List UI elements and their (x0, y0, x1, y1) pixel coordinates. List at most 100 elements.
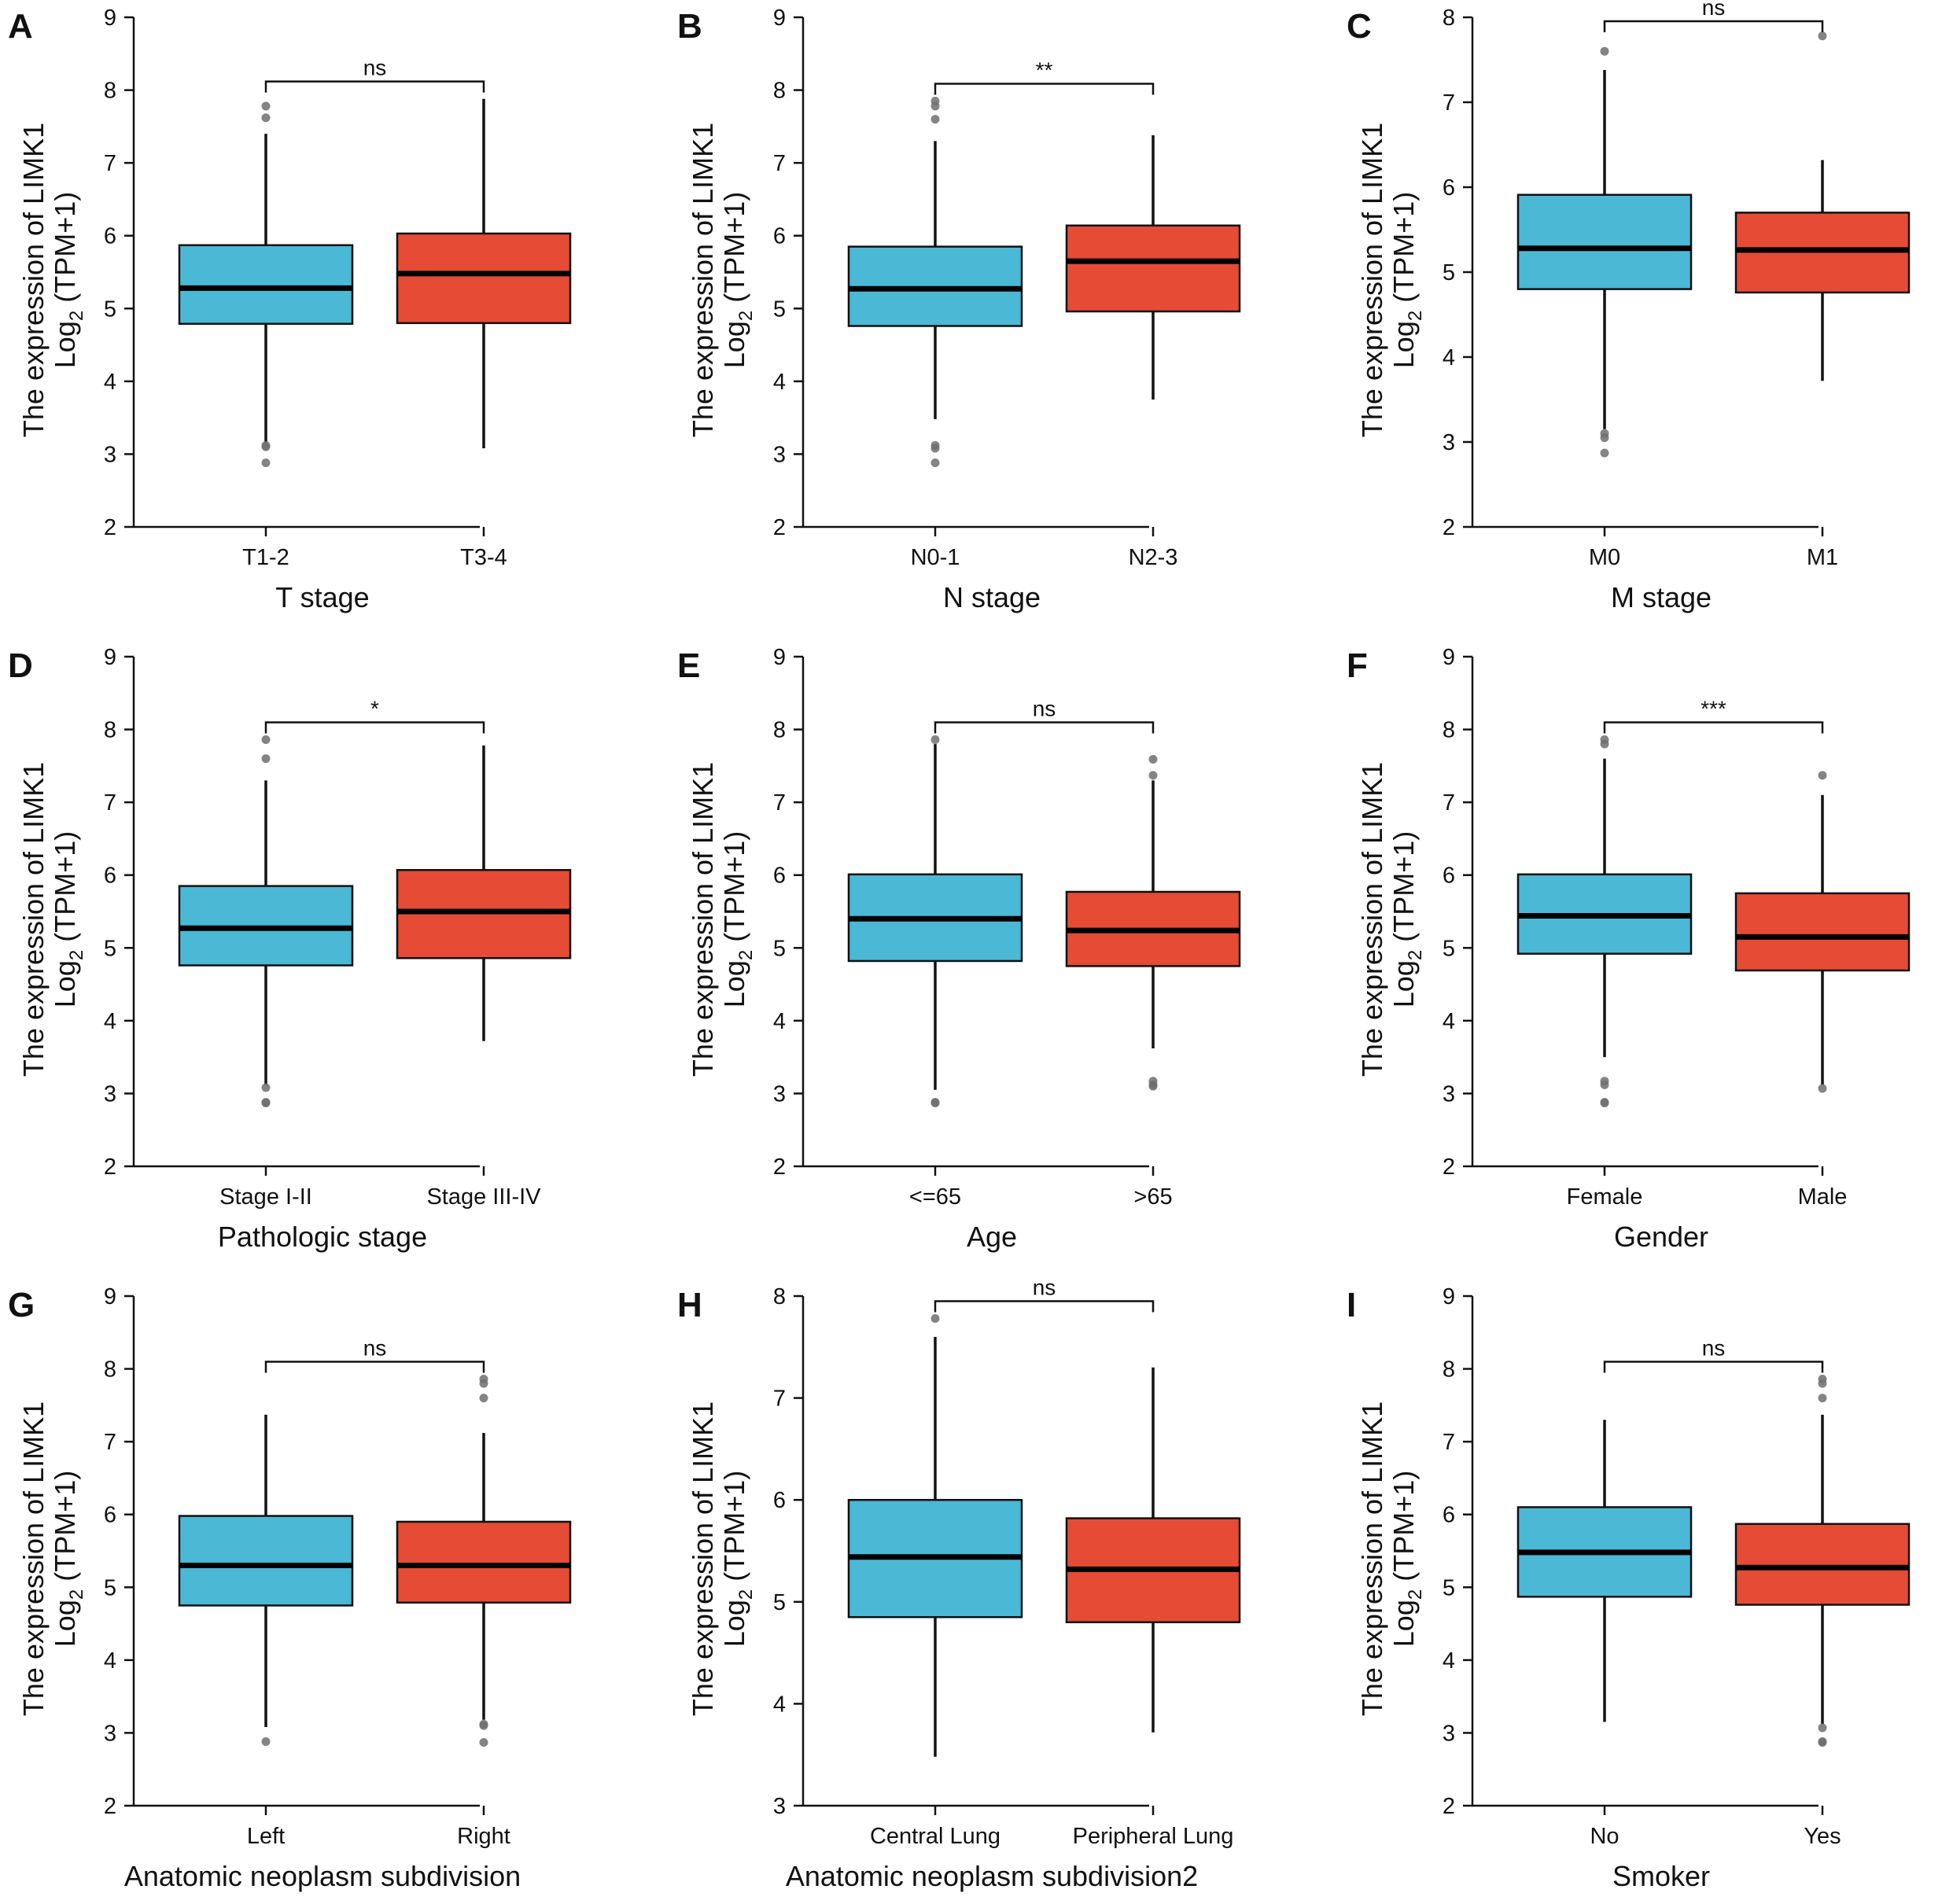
significance-bracket (1603, 1361, 1824, 1373)
y-tick-label: 9 (773, 6, 786, 31)
outlier-point (1600, 46, 1609, 56)
significance-bracket (934, 83, 1155, 95)
panel-letter: C (1347, 7, 1372, 46)
y-tick-label: 8 (1443, 1357, 1455, 1383)
y-tick-label: 4 (104, 1009, 116, 1034)
y-tick-label: 7 (1443, 1430, 1455, 1455)
outlier-point (1818, 1737, 1827, 1747)
box (1065, 224, 1241, 313)
y-tick-label: 7 (1443, 790, 1455, 816)
x-axis-title: Gender (1614, 1221, 1708, 1253)
y-axis-label: The expression of LIMK1 (17, 1401, 50, 1716)
x-tick-label: Male (1798, 1184, 1848, 1210)
significance-bracket (1603, 721, 1824, 734)
outlier-point (1148, 755, 1158, 764)
y-tick-label: 7 (773, 1387, 786, 1412)
y-tick-label: 5 (1443, 260, 1455, 285)
y-tick-label: 8 (104, 1357, 116, 1383)
y-tick-label: 7 (104, 790, 116, 816)
y-axis-label: The expression of LIMK1 (17, 762, 50, 1077)
y-tick-label: 8 (773, 718, 786, 743)
y-tick-label: 6 (773, 1488, 786, 1513)
significance-bracket (934, 721, 1155, 734)
outlier-point (930, 1098, 940, 1107)
y-axis-unit-label: Log2 (TPM+1) (1387, 192, 1426, 368)
significance-bracket (264, 80, 485, 93)
outlier-point (261, 1083, 271, 1092)
y-tick-label: 5 (104, 936, 116, 961)
y-axis-unit-label: Log2 (TPM+1) (1387, 831, 1426, 1007)
y-tick-label: 8 (104, 718, 116, 743)
y-axis-unit-label: Log2 (TPM+1) (718, 1471, 757, 1647)
y-axis-unit-label: Log2 (TPM+1) (718, 831, 757, 1007)
panel-letter: I (1347, 1286, 1356, 1324)
outlier-point (1818, 1379, 1827, 1388)
outlier-point (261, 735, 271, 745)
y-axis-unit-label: Log2 (TPM+1) (49, 1471, 87, 1647)
y-tick-label: 3 (1443, 1081, 1455, 1107)
y-axis-unit-label: Log2 (TPM+1) (49, 192, 87, 368)
y-tick-label: 3 (773, 1794, 786, 1819)
y-tick-label: 5 (104, 296, 116, 322)
y-tick-label: 2 (1443, 515, 1455, 540)
y-tick-label: 7 (104, 151, 116, 176)
panel-letter: G (8, 1286, 35, 1324)
significance-label: ns (1033, 697, 1056, 721)
box (396, 1520, 572, 1604)
y-tick-label: 9 (773, 645, 786, 670)
x-tick-label: <=65 (909, 1184, 961, 1210)
y-axis-unit-label: Log2 (TPM+1) (1387, 1471, 1426, 1647)
y-axis-label: The expression of LIMK1 (687, 1401, 719, 1716)
y-tick-label: 5 (1443, 1575, 1455, 1600)
y-tick-label: 2 (773, 1155, 786, 1180)
outlier-point (930, 735, 940, 745)
x-tick-label: M0 (1589, 545, 1620, 570)
significance-label: *** (1701, 697, 1726, 721)
y-tick-label: 4 (773, 1009, 786, 1034)
significance-label: ** (1036, 57, 1053, 82)
y-tick-label: 8 (773, 1284, 786, 1309)
x-tick-label: Stage I-II (219, 1184, 312, 1210)
outlier-point (1818, 1723, 1827, 1733)
y-tick-label: 6 (1443, 1503, 1455, 1528)
box (396, 232, 572, 325)
y-tick-label: 9 (104, 1284, 116, 1309)
y-tick-label: 2 (104, 1155, 116, 1180)
y-axis-unit-label: Log2 (TPM+1) (49, 831, 87, 1007)
outlier-point (479, 1721, 488, 1730)
outlier-point (261, 754, 271, 764)
outlier-point (1600, 433, 1609, 443)
y-tick-label: 5 (773, 936, 786, 961)
outlier-point (261, 1737, 271, 1747)
outlier-point (930, 115, 940, 124)
panel-letter: B (677, 7, 702, 46)
y-tick-label: 7 (773, 790, 786, 816)
outlier-point (930, 459, 940, 468)
y-tick-label: 8 (104, 79, 116, 104)
y-tick-label: 2 (104, 515, 116, 540)
significance-bracket (1603, 20, 1824, 32)
significance-label: ns (363, 56, 387, 80)
y-tick-label: 3 (1443, 430, 1455, 455)
box (178, 1515, 354, 1607)
y-tick-label: 6 (104, 864, 116, 889)
outlier-point (261, 459, 271, 468)
outlier-point (930, 101, 940, 111)
y-tick-label: 6 (1443, 175, 1455, 201)
x-tick-label: Central Lung (870, 1824, 1000, 1849)
y-tick-label: 3 (1443, 1721, 1455, 1746)
x-tick-label: Peripheral Lung (1073, 1824, 1234, 1849)
y-tick-label: 4 (773, 370, 786, 395)
y-tick-label: 5 (773, 296, 786, 322)
panel-letter: A (8, 7, 33, 46)
x-axis-title: Smoker (1612, 1860, 1710, 1892)
x-axis-title: Anatomic neoplasm subdivision2 (786, 1860, 1198, 1892)
outlier-point (1148, 771, 1158, 780)
y-tick-label: 4 (1443, 1648, 1455, 1674)
y-axis-label: The expression of LIMK1 (17, 123, 50, 437)
x-axis-title: Age (967, 1221, 1017, 1253)
panel-letter: F (1347, 646, 1368, 685)
y-tick-label: 5 (773, 1590, 786, 1615)
outlier-point (1818, 1084, 1827, 1093)
